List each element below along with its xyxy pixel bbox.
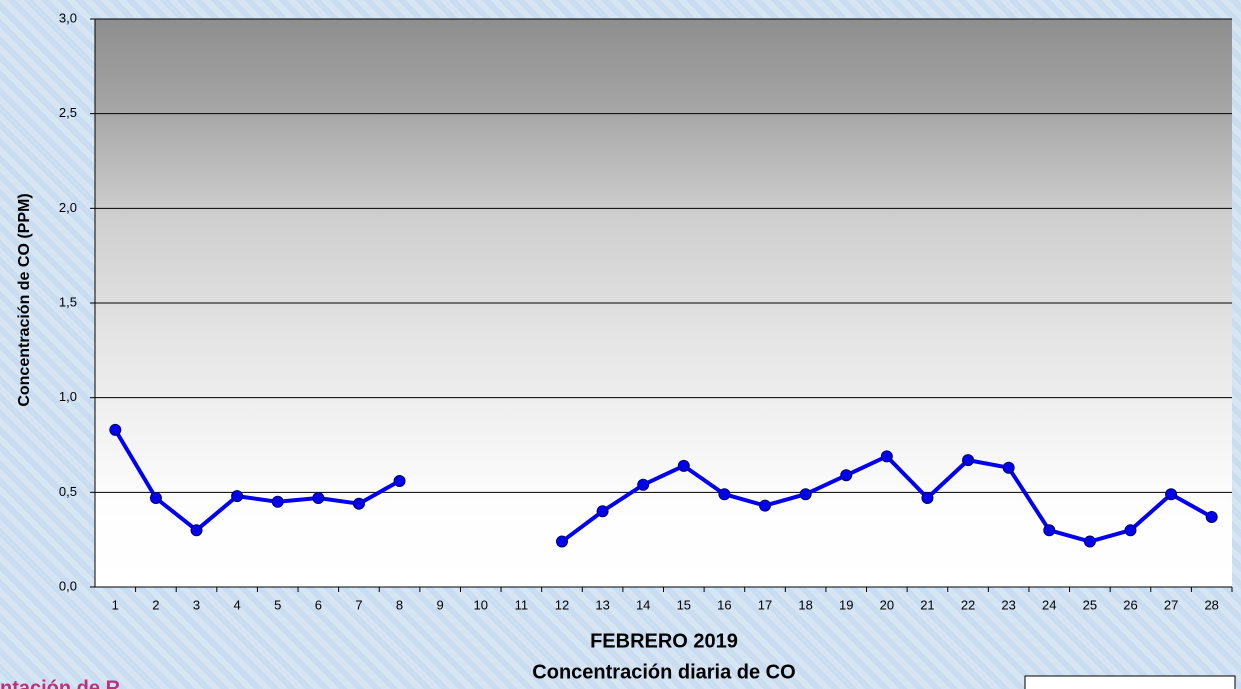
x-tick-label: 20 [880,597,894,612]
data-point [312,492,325,505]
data-point [799,488,812,501]
y-tick-label: 2,5 [59,105,77,120]
x-tick-label: 25 [1083,597,1097,612]
data-point [555,535,568,548]
x-tick-label: 28 [1204,597,1218,612]
data-point [1205,510,1218,523]
x-tick-label: 3 [193,597,200,612]
x-tick-label: 24 [1042,597,1056,612]
x-tick-label: 21 [920,597,934,612]
x-tick-label: 10 [474,597,488,612]
x-tick-label: 27 [1164,597,1178,612]
x-tick-label: 8 [396,597,403,612]
x-tick-label: 15 [677,597,691,612]
x-axis-label: FEBRERO 2019 [590,630,738,652]
data-point [1002,461,1015,474]
x-tick-label: 23 [1001,597,1015,612]
data-point [1043,524,1056,537]
x-tick-label: 11 [515,597,529,612]
data-point [962,454,975,467]
data-point [759,499,772,512]
data-point [149,492,162,505]
x-tick-label: 9 [437,597,444,612]
x-tick-label: 6 [315,597,322,612]
data-point [109,423,122,436]
data-point [393,474,406,487]
x-tick-label: 13 [595,597,609,612]
data-point [637,478,650,491]
y-tick-label: 1,5 [59,294,77,309]
x-tick-label: 18 [798,597,812,612]
data-point [271,495,284,508]
data-point [596,505,609,518]
y-tick-label: 2,0 [59,200,77,215]
x-tick-label: 4 [234,597,241,612]
data-point [1124,524,1137,537]
y-tick-label: 0,0 [59,578,77,593]
data-point [880,450,893,463]
data-point [718,488,731,501]
legend-box [1024,675,1236,689]
annotation: ntación de R [0,677,121,689]
data-point [840,469,853,482]
data-point [352,497,365,510]
x-tick-label: 1 [112,597,119,612]
y-tick-label: 0,5 [59,484,77,499]
data-point [921,492,934,505]
y-tick-label: 3,0 [59,10,77,25]
x-tick-label: 26 [1123,597,1137,612]
x-tick-label: 7 [355,597,362,612]
x-tick-label: 17 [758,597,772,612]
y-tick-label: 1,0 [59,389,77,404]
x-tick-label: 16 [717,597,731,612]
x-tick-label: 14 [636,597,650,612]
chart-title: Concentración diaria de CO [532,661,795,683]
x-tick-label: 22 [961,597,975,612]
x-tick-label: 12 [555,597,569,612]
data-point [190,524,203,537]
y-axis-label: Concentración de CO (PPM) [16,193,33,406]
x-tick-label: 19 [839,597,853,612]
x-tick-label: 2 [152,597,159,612]
data-point [1165,488,1178,501]
data-point [1083,535,1096,548]
x-tick-label: 5 [274,597,281,612]
data-point [231,490,244,503]
data-point [677,459,690,472]
